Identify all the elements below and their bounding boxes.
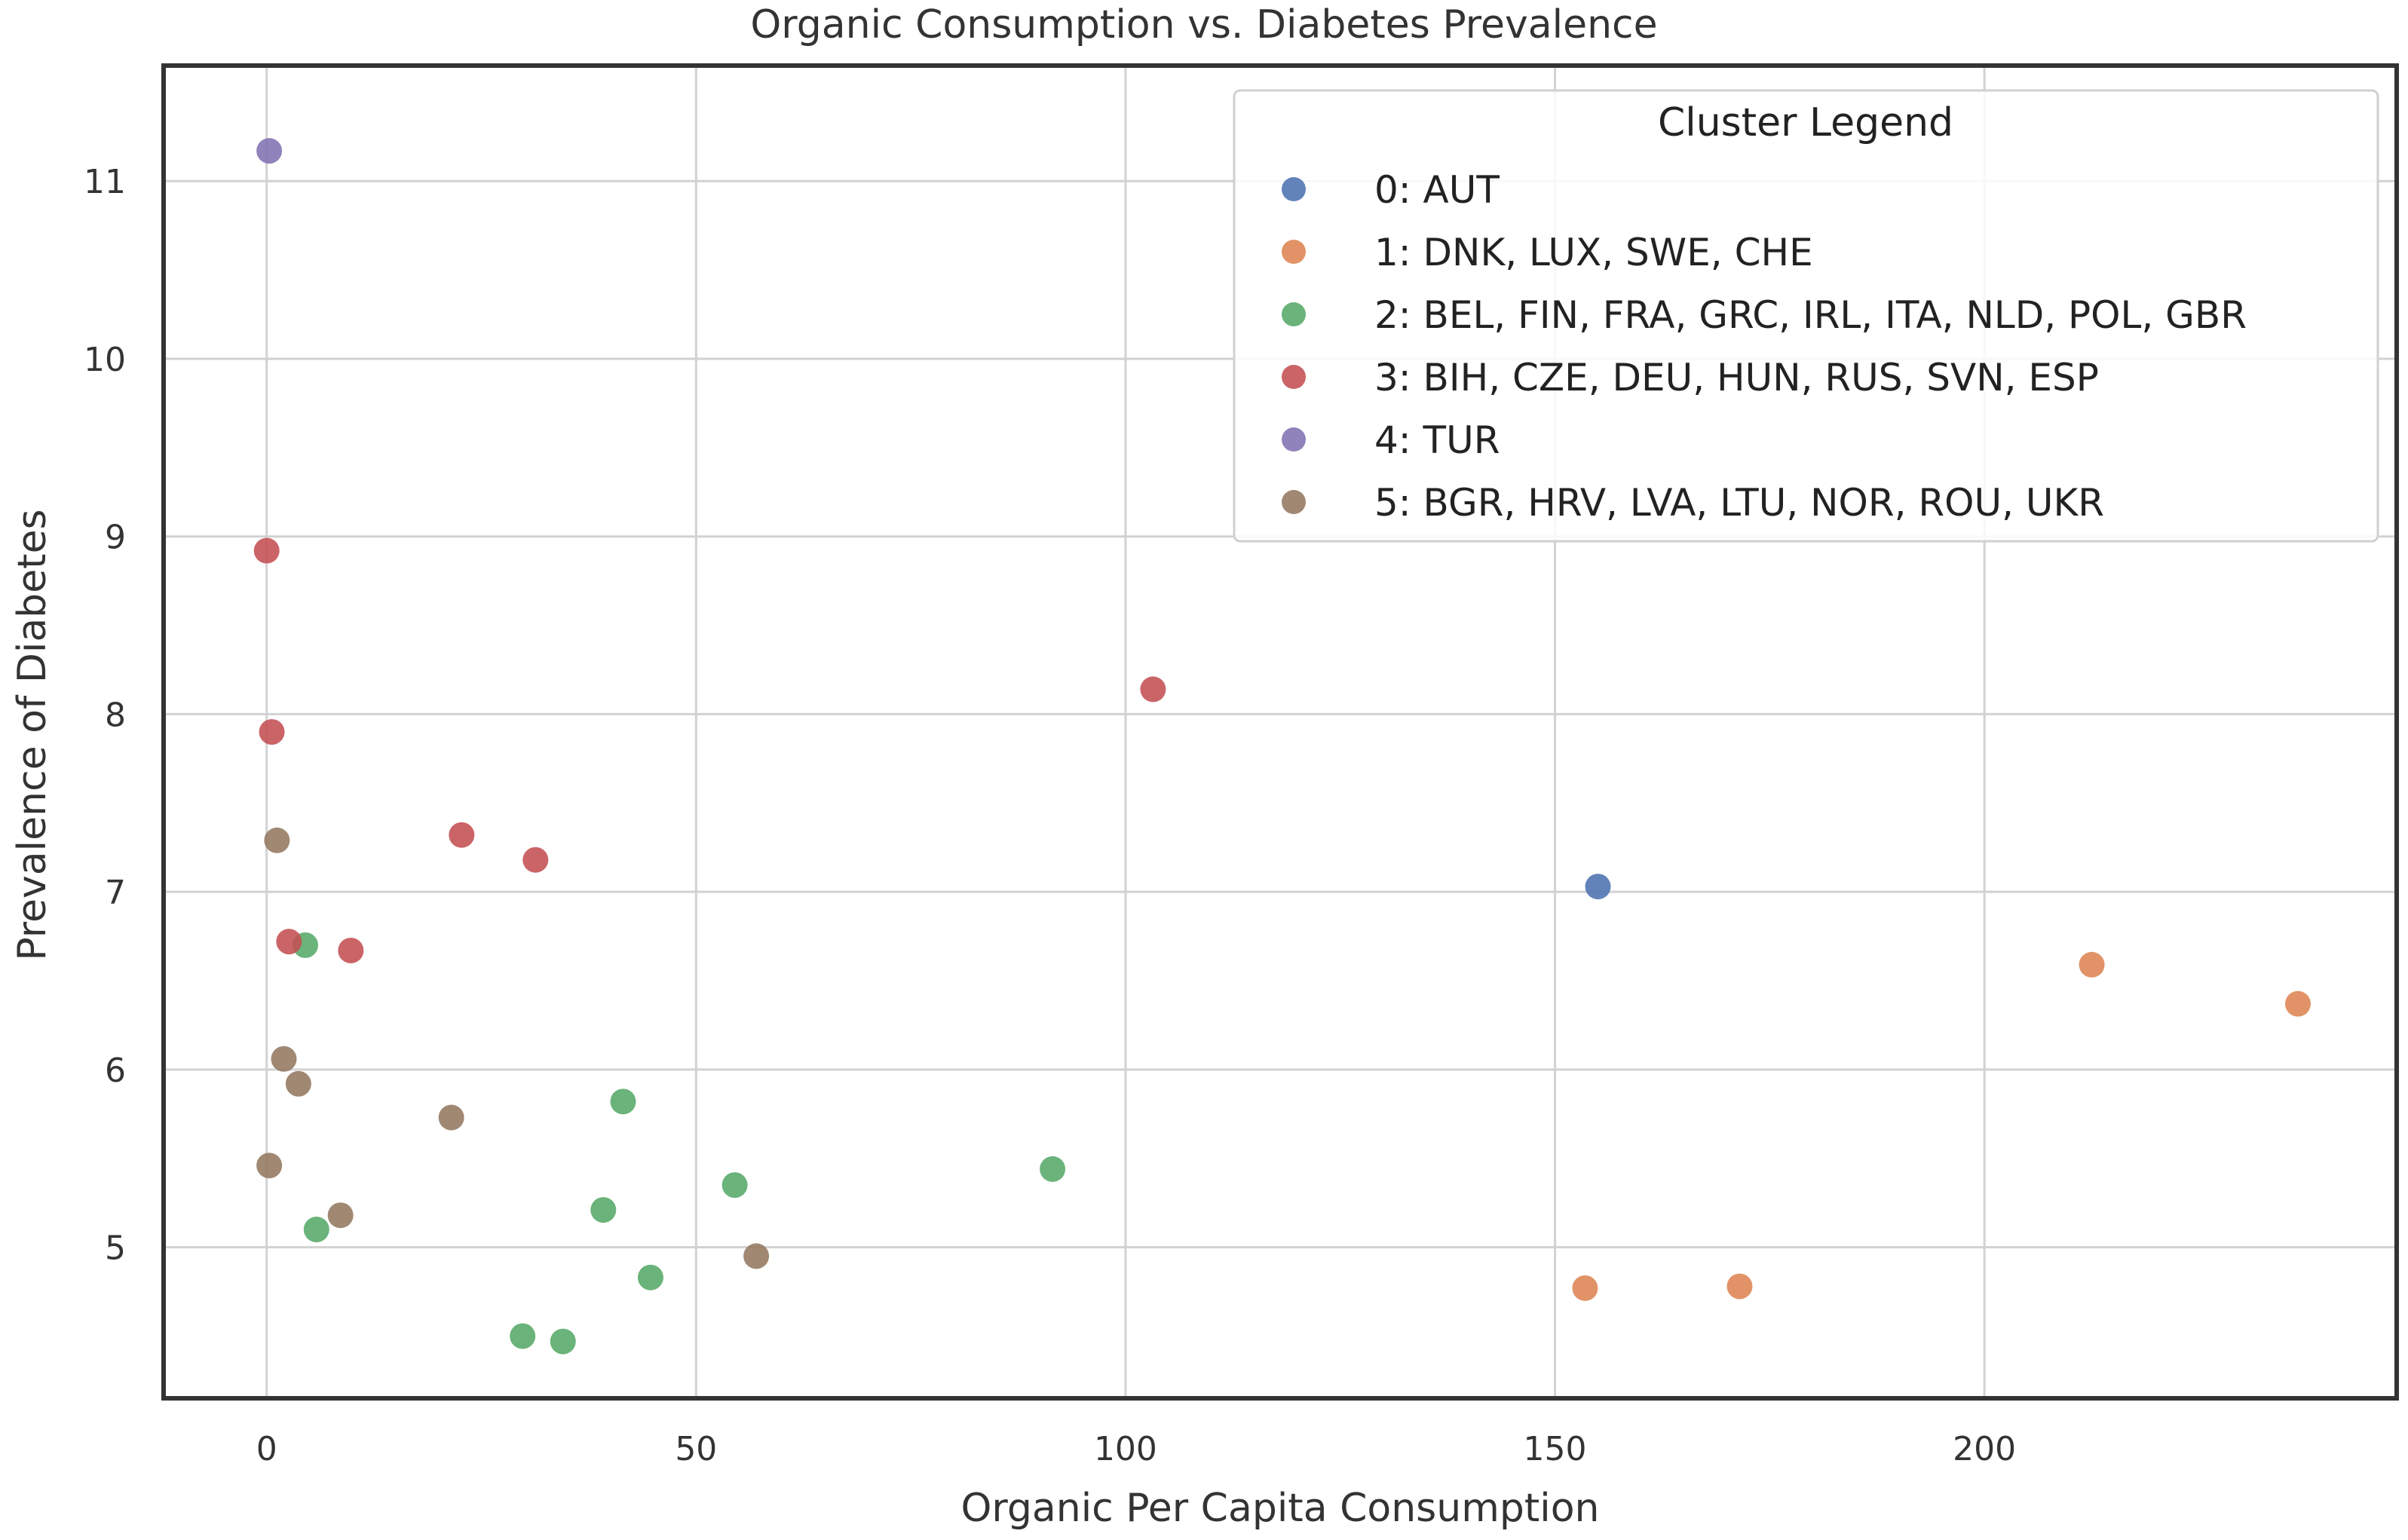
scatter-point-cluster-2 [610, 1088, 636, 1115]
y-tick-label: 8 [105, 696, 126, 734]
legend-label-cluster-2: 2: BEL, FIN, FRA, GRC, IRL, ITA, NLD, PO… [1374, 293, 2247, 337]
legend-marker-cluster-4 [1282, 427, 1306, 452]
y-axis-label: Prevalence of Diabetes [10, 509, 55, 960]
x-tick-label: 150 [1524, 1430, 1587, 1468]
scatter-point-cluster-5 [285, 1070, 311, 1097]
legend: Cluster Legend 0: AUT 1: DNK, LUX, SWE, C… [1233, 89, 2379, 543]
scatter-point-cluster-5 [743, 1243, 770, 1269]
scatter-point-cluster-0 [1585, 874, 1611, 900]
legend-label-cluster-3: 3: BIH, CZE, DEU, HUN, RUS, SVN, ESP [1374, 356, 2099, 400]
x-tick-label: 200 [1953, 1430, 2016, 1468]
legend-marker-cluster-1 [1282, 240, 1306, 264]
legend-marker-cluster-5 [1282, 490, 1306, 514]
legend-items: 0: AUT 1: DNK, LUX, SWE, CHE 2: BEL, FIN, … [1282, 168, 2247, 525]
legend-label-cluster-1: 1: DNK, LUX, SWE, CHE [1374, 231, 1813, 274]
scatter-point-cluster-1 [1726, 1273, 1753, 1300]
scatter-point-cluster-2 [303, 1217, 329, 1243]
scatter-point-cluster-3 [338, 937, 364, 963]
chart-title: Organic Consumption vs. Diabetes Prevale… [750, 2, 1657, 47]
scatter-point-cluster-1 [2284, 990, 2311, 1017]
scatter-point-cluster-4 [256, 138, 283, 164]
legend-marker-cluster-3 [1282, 365, 1306, 389]
x-tick-label: 0 [256, 1430, 277, 1468]
y-tick-label: 9 [105, 519, 126, 557]
x-axis-ticks: 0 50 100 150 200 [256, 1430, 2016, 1468]
x-tick-label: 100 [1094, 1430, 1157, 1468]
legend-label-cluster-5: 5: BGR, HRV, LVA, LTU, NOR, ROU, UKR [1374, 481, 2104, 525]
y-tick-label: 7 [105, 874, 126, 912]
scatter-point-cluster-1 [2079, 951, 2105, 978]
scatter-point-cluster-2 [590, 1197, 617, 1223]
scatter-point-cluster-3 [276, 929, 302, 955]
scatter-point-cluster-3 [253, 537, 280, 564]
scatter-point-cluster-2 [550, 1328, 576, 1355]
legend-label-cluster-4: 4: TUR [1374, 418, 1500, 462]
y-tick-label: 6 [105, 1052, 126, 1090]
scatter-point-cluster-5 [327, 1202, 354, 1229]
legend-marker-cluster-2 [1282, 302, 1306, 326]
legend-label-cluster-0: 0: AUT [1374, 168, 1500, 212]
y-tick-label: 5 [105, 1229, 126, 1268]
plot-frame [161, 63, 2399, 1401]
scatter-point-cluster-2 [510, 1323, 536, 1349]
legend-marker-cluster-0 [1282, 177, 1306, 201]
scatter-point-cluster-2 [1040, 1156, 1066, 1182]
scatter-point-cluster-3 [522, 847, 549, 873]
scatter-point-cluster-1 [1572, 1275, 1598, 1301]
scatter-point-cluster-5 [264, 827, 290, 853]
scatter-point-cluster-3 [1140, 676, 1166, 703]
scatter-point-cluster-5 [438, 1104, 464, 1131]
y-axis-ticks: 5 6 7 8 9 10 11 [84, 163, 126, 1267]
scatter-point-cluster-3 [259, 719, 285, 745]
x-axis-label: Organic Per Capita Consumption [960, 1486, 1599, 1531]
scatter-point-cluster-5 [271, 1046, 297, 1072]
scatter-point-cluster-2 [637, 1264, 663, 1290]
scatter-point-cluster-3 [449, 822, 475, 848]
legend-box [1233, 89, 2379, 543]
scatter-point-cluster-2 [721, 1172, 748, 1199]
y-tick-label: 10 [84, 341, 126, 379]
scatter-point-cluster-5 [256, 1153, 283, 1179]
scatter-points [253, 138, 2311, 1355]
x-tick-label: 50 [675, 1430, 717, 1468]
legend-title: Cluster Legend [1658, 100, 1953, 145]
y-tick-label: 11 [84, 163, 126, 201]
